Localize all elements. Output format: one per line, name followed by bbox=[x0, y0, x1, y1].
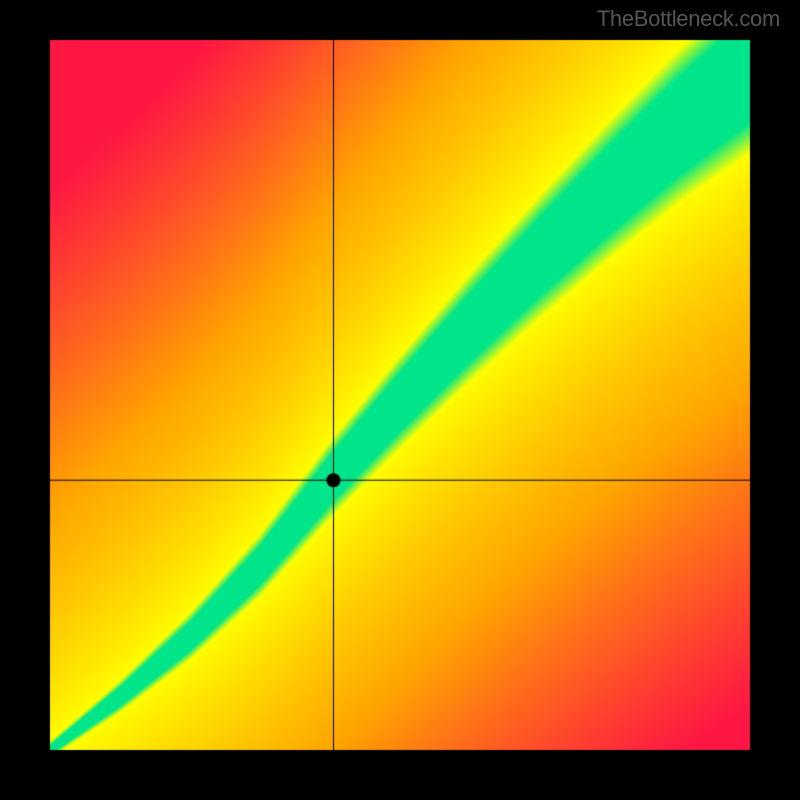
watermark-label: TheBottleneck.com bbox=[597, 6, 780, 32]
heatmap-canvas bbox=[0, 0, 800, 800]
bottleneck-chart-container: TheBottleneck.com bbox=[0, 0, 800, 800]
